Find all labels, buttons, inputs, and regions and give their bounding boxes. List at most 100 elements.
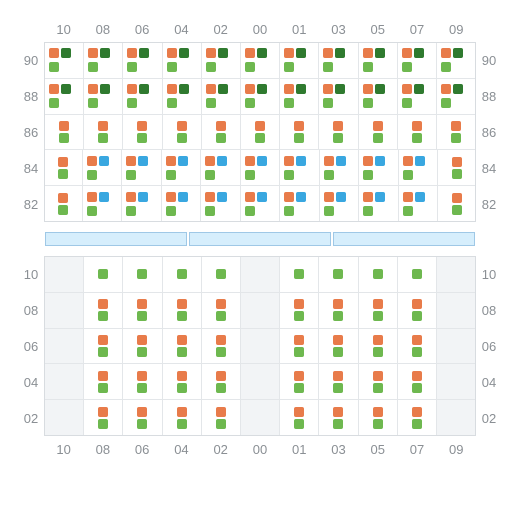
status-square <box>373 371 383 381</box>
status-square <box>217 156 227 166</box>
grid-cell <box>318 364 357 399</box>
grid-cell <box>121 150 161 185</box>
status-square <box>324 170 334 180</box>
status-square <box>137 311 147 321</box>
grid-cell <box>240 257 279 292</box>
status-square <box>98 419 108 429</box>
grid-cell <box>358 150 398 185</box>
axis-label: 09 <box>437 442 476 457</box>
grid-cell <box>398 150 438 185</box>
status-square <box>412 347 422 357</box>
status-square <box>206 62 216 72</box>
axis-label: 86 <box>18 114 44 150</box>
status-square <box>137 299 147 309</box>
status-square <box>441 48 451 58</box>
status-square <box>284 98 294 108</box>
grid-cell <box>279 364 318 399</box>
status-square <box>99 192 109 202</box>
status-square <box>139 84 149 94</box>
status-square <box>324 206 334 216</box>
status-square <box>335 48 345 58</box>
axis-label: 10 <box>476 256 502 292</box>
grid-cell <box>279 115 318 150</box>
status-square <box>137 419 147 429</box>
grid-cell <box>397 43 436 78</box>
status-square <box>245 62 255 72</box>
status-square <box>363 98 373 108</box>
status-square <box>402 62 412 72</box>
status-square <box>87 206 97 216</box>
status-square <box>178 156 188 166</box>
grid-cell <box>279 329 318 364</box>
status-square <box>324 192 334 202</box>
grid-cell <box>83 400 122 435</box>
status-square <box>166 156 176 166</box>
status-square <box>87 192 97 202</box>
status-square <box>403 170 413 180</box>
grid-cell <box>397 364 436 399</box>
grid-cell <box>437 186 475 221</box>
status-square <box>177 299 187 309</box>
grid-cell <box>318 400 357 435</box>
status-square <box>333 335 343 345</box>
status-square <box>402 98 412 108</box>
axis-label: 04 <box>476 364 502 400</box>
bottom-grid <box>44 256 476 436</box>
status-square <box>138 192 148 202</box>
grid-cell <box>240 400 279 435</box>
status-square <box>335 84 345 94</box>
status-square <box>177 419 187 429</box>
grid-cell <box>436 329 475 364</box>
status-square <box>216 383 226 393</box>
status-square <box>375 48 385 58</box>
status-square <box>98 371 108 381</box>
axis-label: 07 <box>397 22 436 37</box>
divider-bar <box>18 232 502 246</box>
bottom-section: 1008060402 1008060402 <box>18 256 502 436</box>
status-square <box>373 383 383 393</box>
grid-cell <box>358 43 397 78</box>
status-square <box>296 192 306 202</box>
grid-cell <box>319 186 359 221</box>
status-square <box>216 121 226 131</box>
status-square <box>245 192 255 202</box>
grid-cell <box>358 257 397 292</box>
grid-cell <box>161 186 201 221</box>
axis-label: 01 <box>280 442 319 457</box>
grid-cell <box>397 329 436 364</box>
status-square <box>333 419 343 429</box>
status-square <box>177 311 187 321</box>
status-square <box>216 269 226 279</box>
axis-label: 10 <box>44 22 83 37</box>
grid-cell <box>240 364 279 399</box>
status-square <box>59 133 69 143</box>
status-square <box>296 156 306 166</box>
status-square <box>414 84 424 94</box>
status-square <box>257 192 267 202</box>
status-square <box>441 84 451 94</box>
status-square <box>166 192 176 202</box>
grid-cell <box>200 150 240 185</box>
grid-cell <box>397 293 436 328</box>
status-square <box>206 84 216 94</box>
status-square <box>205 170 215 180</box>
status-square <box>257 84 267 94</box>
status-square <box>373 133 383 143</box>
axis-label: 01 <box>280 22 319 37</box>
grid-cell <box>358 293 397 328</box>
grid-cell <box>437 150 475 185</box>
status-square <box>284 192 294 202</box>
status-square <box>453 48 463 58</box>
status-square <box>216 419 226 429</box>
status-square <box>294 371 304 381</box>
grid-cell <box>358 79 397 114</box>
status-square <box>218 48 228 58</box>
status-square <box>206 98 216 108</box>
status-square <box>137 347 147 357</box>
status-square <box>100 48 110 58</box>
status-square <box>61 48 71 58</box>
status-square <box>363 48 373 58</box>
axis-label: 90 <box>476 42 502 78</box>
status-square <box>87 156 97 166</box>
status-square <box>217 192 227 202</box>
